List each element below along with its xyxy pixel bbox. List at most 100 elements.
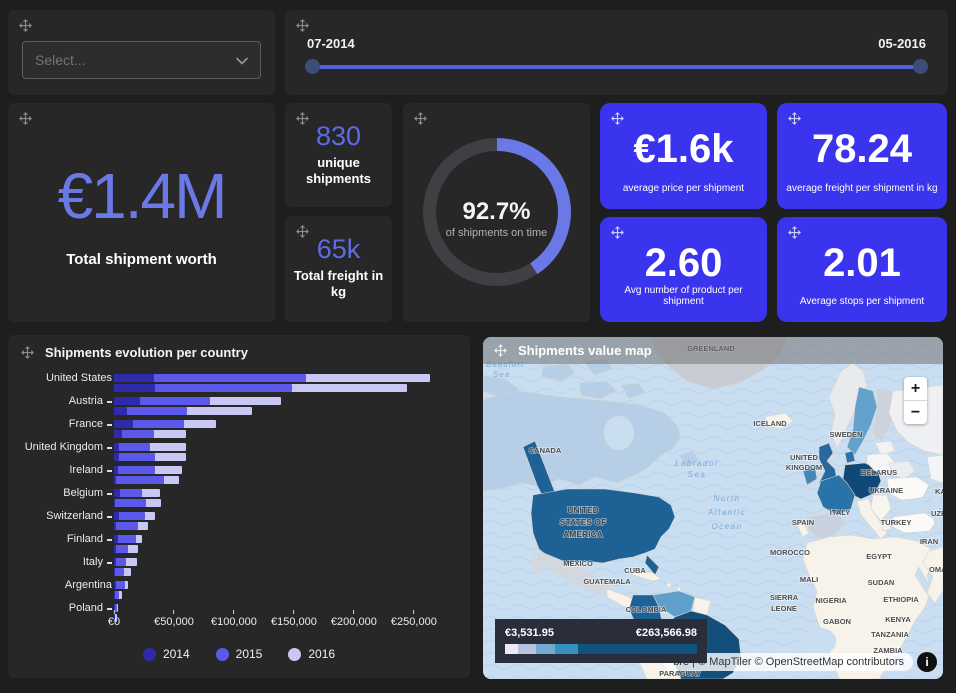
- date-range-slider-track[interactable]: [311, 65, 922, 69]
- unique-shipments-value: 830: [315, 121, 362, 151]
- legend-label: 2016: [308, 647, 336, 661]
- bar-segment-2015: [114, 466, 155, 474]
- drag-handle-icon[interactable]: [18, 18, 33, 33]
- drag-handle-icon[interactable]: [295, 224, 310, 239]
- x-axis-tick: €200,000: [331, 610, 377, 628]
- bar-segment-2015: [114, 384, 292, 392]
- date-range-slider-handle-right[interactable]: [913, 59, 928, 74]
- legend-item-2015[interactable]: 2015: [215, 647, 263, 661]
- map-label: UNITED: [790, 453, 819, 462]
- stacked-bar: [114, 407, 464, 415]
- map-label: SUDAN: [868, 578, 895, 587]
- bar-segment-2014: [114, 397, 141, 405]
- y-axis-label: Poland: [8, 603, 114, 614]
- bar-segment-2014: [114, 522, 117, 530]
- bar-segment-2015: [114, 591, 119, 599]
- x-axis-tick: €0: [108, 610, 120, 628]
- y-axis-tick: [107, 515, 112, 518]
- drag-handle-icon[interactable]: [20, 345, 35, 360]
- stacked-bar: [114, 545, 464, 553]
- bar-segment-2014: [114, 535, 118, 543]
- date-range-card: 07-2014 05-2016: [285, 10, 948, 95]
- date-range-end-label: 05-2016: [878, 36, 926, 51]
- drag-handle-icon[interactable]: [610, 111, 625, 126]
- drag-handle-icon[interactable]: [295, 111, 310, 126]
- legend-label: 2014: [162, 647, 190, 661]
- map-label: ICELAND: [753, 419, 787, 428]
- avg-products-value: 2.60: [644, 241, 723, 285]
- bar-segment-2014: [114, 430, 123, 438]
- drag-handle-icon[interactable]: [610, 225, 625, 240]
- avg-freight-value: 78.24: [811, 127, 913, 171]
- y-axis-label: Argentina: [64, 579, 112, 591]
- map-label: Ocean: [711, 522, 742, 531]
- drag-handle-icon[interactable]: [787, 111, 802, 126]
- stacked-bar: [114, 443, 464, 451]
- drag-handle-icon[interactable]: [413, 111, 428, 126]
- map-label: MALI: [800, 575, 818, 584]
- country-select-dropdown[interactable]: Select...: [22, 41, 261, 79]
- map-label: North: [713, 494, 740, 503]
- scale-segment: [518, 644, 536, 654]
- bar-segment-2016: [114, 614, 117, 622]
- shipments-value-map-card[interactable]: GREENLANDCANADAICELANDSWEDENUNITEDKINGDO…: [483, 337, 943, 679]
- bar-segment-2014: [114, 591, 115, 599]
- y-axis-tick: [107, 561, 112, 564]
- y-axis-tick: [107, 400, 112, 403]
- map-scale-max: €263,566.98: [635, 627, 697, 639]
- y-axis-tick: [107, 492, 112, 495]
- y-axis-label: Finland: [8, 534, 114, 545]
- stacked-bar: [114, 374, 464, 382]
- map-title: Shipments value map: [518, 343, 652, 358]
- date-range-slider-handle-left[interactable]: [305, 59, 320, 74]
- date-range-start-label: 07-2014: [307, 36, 355, 51]
- bar-chart-country-row: Switzerland: [8, 511, 464, 532]
- select-placeholder: Select...: [35, 52, 86, 68]
- y-axis-tick: [107, 469, 112, 472]
- map-label: Atlantic: [707, 508, 746, 517]
- map-label: Sea: [688, 470, 707, 479]
- bar-segment-2015: [114, 581, 125, 589]
- bar-segment-2015: [114, 535, 136, 543]
- bar-chart-country-row: Ireland: [8, 465, 464, 486]
- drag-handle-icon[interactable]: [18, 111, 33, 126]
- zoom-control-divider: [904, 400, 927, 401]
- on-time-donut-gauge: [423, 138, 571, 286]
- map-label: KENYA: [885, 615, 911, 624]
- stacked-bar: [114, 430, 464, 438]
- y-axis-tick: [107, 423, 112, 426]
- map-label: KAZAKH: [935, 487, 943, 496]
- bar-segment-2014: [114, 545, 116, 553]
- bar-chart-plot: United States Austria France United Kingdom…: [8, 373, 464, 627]
- map-label: ITALY: [830, 508, 850, 517]
- map-zoom-out-button[interactable]: −: [910, 403, 921, 421]
- legend-item-2014[interactable]: 2014: [142, 647, 190, 661]
- bar-segment-2015: [114, 453, 155, 461]
- map-label: UNITED: [567, 505, 599, 515]
- map-info-icon[interactable]: i: [917, 652, 937, 672]
- bar-segment-2015: [114, 499, 147, 507]
- stacked-bar: [114, 568, 464, 576]
- drag-handle-icon[interactable]: [295, 18, 310, 33]
- stacked-bar: [114, 420, 464, 428]
- legend-label: 2015: [235, 647, 263, 661]
- map-label: CANADA: [529, 446, 562, 455]
- unique-shipments-label: unique shipments: [305, 155, 371, 186]
- drag-handle-icon[interactable]: [493, 343, 508, 358]
- y-axis-label: Italy: [8, 557, 114, 568]
- drag-handle-icon[interactable]: [787, 225, 802, 240]
- avg-products-label: Avg number of product per shipment: [624, 285, 743, 307]
- legend-item-2016[interactable]: 2016: [288, 647, 335, 661]
- stacked-bar: [114, 384, 464, 392]
- world-choropleth-map[interactable]: GREENLANDCANADAICELANDSWEDENUNITEDKINGDO…: [483, 337, 943, 679]
- y-axis-tick: [107, 538, 112, 541]
- map-label: GUATEMALA: [583, 577, 631, 586]
- x-axis-tick: €150,000: [271, 610, 317, 628]
- avg-stops-value: 2.01: [823, 241, 901, 285]
- map-zoom-in-button[interactable]: +: [910, 379, 921, 397]
- map-color-scale-bar: [505, 644, 697, 654]
- legend-color-dot: [215, 647, 229, 661]
- avg-stops-card: 2.01 Average stops per shipment: [777, 217, 947, 322]
- total-freight-value: 65k: [316, 234, 361, 264]
- stacked-bar: [114, 476, 464, 484]
